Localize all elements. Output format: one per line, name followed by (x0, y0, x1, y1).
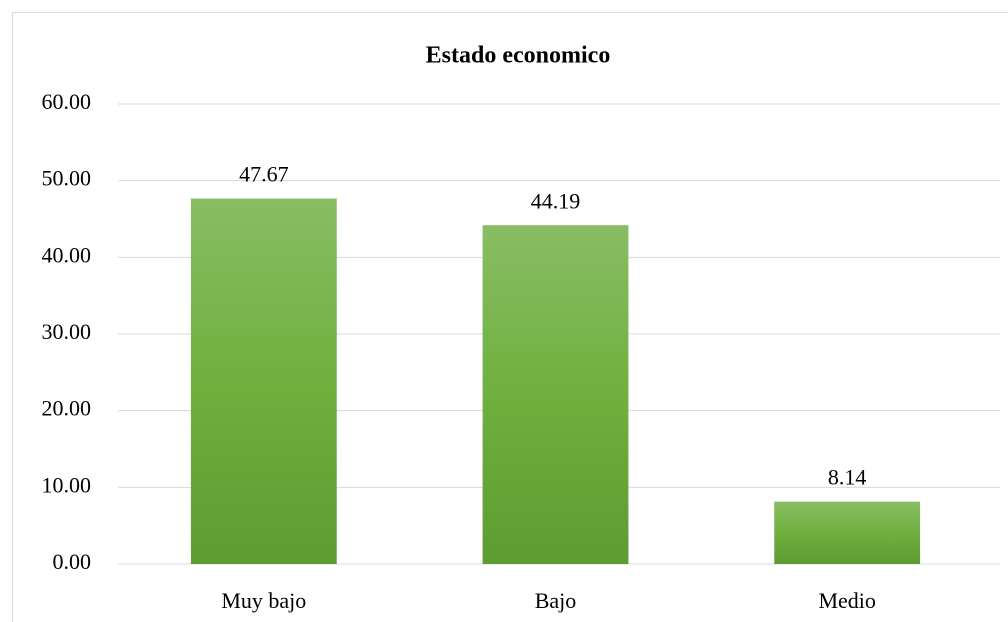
bar (774, 501, 921, 564)
data-label: 44.19 (531, 188, 581, 213)
chart-title: Estado economico (426, 43, 611, 69)
y-tick-label: 50.00 (42, 166, 92, 191)
x-tick-label: Medio (818, 588, 875, 613)
y-tick-label: 40.00 (42, 242, 92, 267)
y-tick-label: 30.00 (42, 319, 92, 344)
data-label: 47.67 (239, 162, 289, 187)
y-tick-label: 20.00 (42, 396, 92, 421)
y-tick-label: 0.00 (53, 549, 92, 574)
bar (482, 225, 629, 564)
x-tick-label: Bajo (535, 588, 577, 613)
y-tick-label: 60.00 (42, 89, 92, 114)
y-tick-label: 10.00 (42, 472, 92, 497)
bar (190, 198, 337, 564)
x-tick-label: Muy bajo (221, 588, 306, 613)
data-label: 8.14 (828, 465, 867, 490)
